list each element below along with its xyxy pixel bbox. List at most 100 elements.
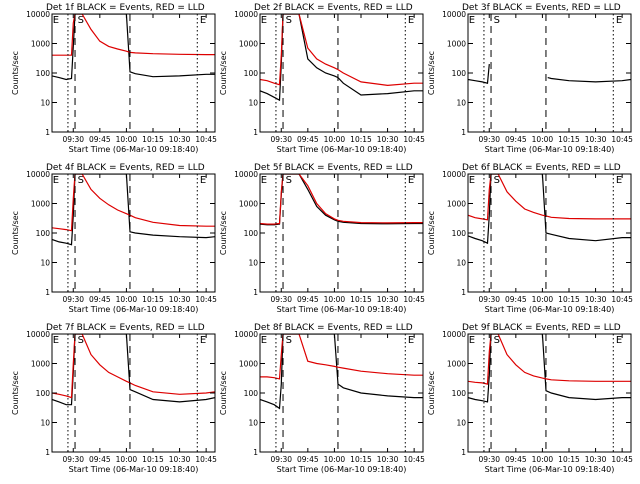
panel-det-8: Det 8f BLACK = Events, RED = LLD E S E 1 10 10… — [219, 323, 425, 474]
plot-frame — [467, 333, 632, 453]
panel-det-1: Det 1f BLACK = Events, RED = LLD E S E 1 10 10… — [11, 3, 217, 154]
y-tick-label: 1000 — [239, 200, 258, 209]
x-tick-label: 10:00 — [532, 295, 554, 304]
panel-title: Det 4f BLACK = Events, RED = LLD — [46, 163, 205, 173]
y-tick-label: 10 — [40, 259, 50, 268]
marker-letter: E — [616, 175, 622, 186]
marker-letter: S — [78, 335, 84, 346]
plot-frame — [259, 13, 424, 133]
y-tick-label: 100 — [244, 389, 259, 398]
panel-det-3: Det 3f BLACK = Events, RED = LLD E S E 1 10 10… — [427, 3, 633, 154]
x-tick-label: 10:15 — [350, 135, 372, 144]
y-tick-label: 10000 — [442, 170, 466, 179]
x-tick-label: 09:30 — [62, 135, 84, 144]
x-tick-label: 10:30 — [169, 295, 191, 304]
panel-title: Det 5f BLACK = Events, RED = LLD — [254, 163, 413, 173]
y-tick-label: 100 — [452, 229, 467, 238]
plot-frame — [259, 173, 424, 293]
x-tick-label: 09:30 — [270, 295, 292, 304]
y-tick-label: 1 — [461, 128, 466, 137]
marker-letter: E — [616, 335, 622, 346]
series-line-events — [468, 174, 631, 245]
series-line-lld — [52, 174, 215, 232]
x-tick-label: 10:45 — [611, 455, 633, 464]
y-axis-label: Counts/sec — [11, 371, 20, 415]
y-tick-label: 1000 — [447, 200, 466, 209]
x-tick-label: 09:45 — [89, 135, 111, 144]
y-tick-label: 100 — [244, 69, 259, 78]
x-axis-label: Start Time (06-Mar-10 09:18:40) — [277, 465, 407, 474]
x-tick-label: 09:45 — [297, 455, 319, 464]
panel-title: Det 3f BLACK = Events, RED = LLD — [462, 3, 621, 13]
x-tick-label: 10:30 — [377, 135, 399, 144]
x-tick-label: 10:00 — [532, 135, 554, 144]
x-tick-label: 10:00 — [324, 455, 346, 464]
y-tick-label: 1000 — [239, 360, 258, 369]
y-tick-label: 1 — [461, 288, 466, 297]
y-axis-label: Counts/sec — [427, 371, 436, 415]
x-tick-label: 09:45 — [505, 295, 527, 304]
panel-title: Det 1f BLACK = Events, RED = LLD — [46, 3, 205, 13]
x-axis-label: Start Time (06-Mar-10 09:18:40) — [69, 305, 199, 314]
y-axis-label: Counts/sec — [427, 211, 436, 255]
x-tick-label: 09:45 — [505, 455, 527, 464]
panel-det-4: Det 4f BLACK = Events, RED = LLD E S E 1 10 10… — [11, 163, 217, 314]
x-axis-label: Start Time (06-Mar-10 09:18:40) — [69, 145, 199, 154]
marker-letter: E — [261, 175, 267, 186]
y-tick-label: 10000 — [26, 330, 50, 339]
x-tick-label: 10:30 — [169, 455, 191, 464]
series-line-lld — [260, 14, 423, 87]
y-tick-label: 10000 — [234, 170, 258, 179]
x-tick-label: 09:30 — [270, 135, 292, 144]
x-tick-label: 10:00 — [532, 455, 554, 464]
y-tick-label: 100 — [452, 389, 467, 398]
marker-letter: E — [408, 175, 414, 186]
x-tick-label: 09:45 — [89, 455, 111, 464]
x-tick-label: 09:45 — [89, 295, 111, 304]
x-tick-label: 10:30 — [585, 135, 607, 144]
x-axis-label: Start Time (06-Mar-10 09:18:40) — [277, 145, 407, 154]
marker-letter: E — [53, 175, 59, 186]
marker-letter: E — [53, 335, 59, 346]
y-tick-label: 100 — [36, 229, 51, 238]
marker-letter: S — [286, 335, 292, 346]
x-tick-label: 10:45 — [611, 135, 633, 144]
series-line-events — [52, 334, 215, 406]
x-axis-label: Start Time (06-Mar-10 09:18:40) — [485, 305, 615, 314]
panel-det-7: Det 7f BLACK = Events, RED = LLD E S E 1 10 10… — [11, 323, 217, 474]
x-tick-label: 09:30 — [478, 295, 500, 304]
y-tick-label: 10 — [40, 419, 50, 428]
y-tick-label: 1 — [253, 288, 258, 297]
marker-letter: S — [494, 335, 500, 346]
y-tick-label: 1 — [253, 448, 258, 457]
marker-letter: E — [261, 15, 267, 26]
series-line-events — [468, 64, 631, 84]
y-tick-label: 100 — [244, 229, 259, 238]
y-tick-label: 10000 — [234, 10, 258, 19]
marker-letter: E — [261, 335, 267, 346]
marker-letter: E — [408, 15, 414, 26]
marker-letter: E — [469, 335, 475, 346]
y-tick-label: 10000 — [234, 330, 258, 339]
x-tick-label: 10:45 — [403, 135, 425, 144]
y-tick-label: 1 — [461, 448, 466, 457]
series-line-events — [52, 174, 215, 246]
x-tick-label: 09:45 — [505, 135, 527, 144]
series-line-lld — [468, 174, 631, 221]
y-tick-label: 1000 — [31, 360, 50, 369]
series-line-lld — [468, 334, 631, 385]
plot-frame — [259, 333, 424, 453]
x-tick-label: 10:30 — [169, 135, 191, 144]
y-tick-label: 1 — [45, 448, 50, 457]
y-tick-label: 10 — [40, 99, 50, 108]
x-tick-label: 10:00 — [116, 135, 138, 144]
x-tick-label: 10:15 — [142, 135, 164, 144]
x-tick-label: 10:15 — [142, 455, 164, 464]
marker-letter: E — [53, 15, 59, 26]
marker-letter: E — [200, 175, 206, 186]
y-tick-label: 10000 — [26, 10, 50, 19]
x-tick-label: 10:15 — [142, 295, 164, 304]
x-axis-label: Start Time (06-Mar-10 09:18:40) — [277, 305, 407, 314]
marker-letter: E — [469, 175, 475, 186]
panel-det-2: Det 2f BLACK = Events, RED = LLD E S E 1 10 10… — [219, 3, 425, 154]
